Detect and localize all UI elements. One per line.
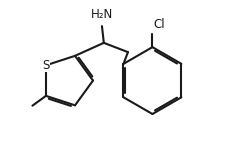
Text: H₂N: H₂N: [91, 8, 113, 21]
Text: S: S: [42, 59, 50, 72]
Text: Cl: Cl: [153, 18, 165, 31]
